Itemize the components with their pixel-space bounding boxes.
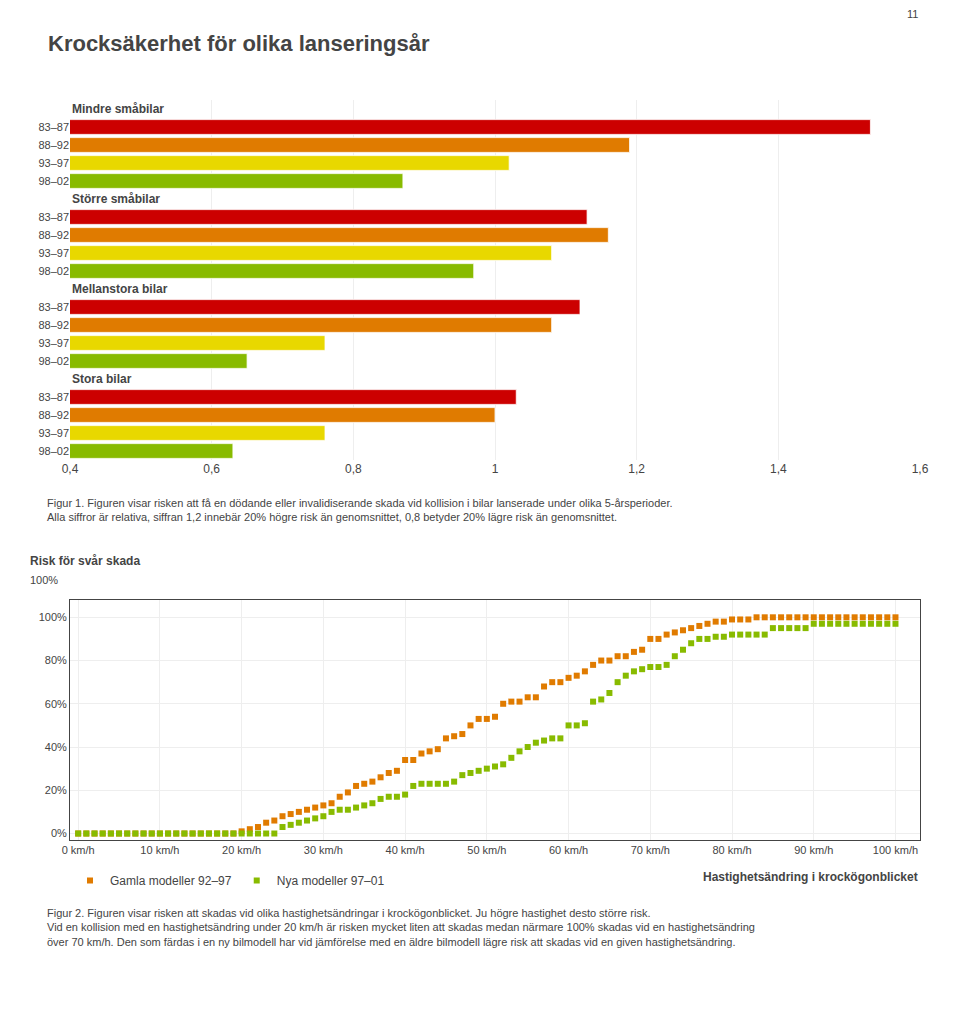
svg-text:20%: 20% [45,784,67,796]
svg-text:Figur 2. Figuren visar risken: Figur 2. Figuren visar risken att skadas… [47,907,755,948]
svg-text:88–92: 88–92 [38,139,69,151]
svg-text:88–92: 88–92 [38,319,69,331]
svg-text:93–97: 93–97 [38,157,69,169]
svg-text:1,4: 1,4 [770,462,787,476]
svg-text:Nya modeller 97–01: Nya modeller 97–01 [277,874,385,888]
svg-text:88–92: 88–92 [38,409,69,421]
svg-text:98–02: 98–02 [38,175,69,187]
svg-text:0%: 0% [51,827,67,839]
svg-text:Risk för svår skada: Risk för svår skada [30,554,140,568]
svg-text:0 km/h: 0 km/h [62,844,95,856]
svg-text:Större småbilar: Större småbilar [72,192,160,206]
svg-text:1: 1 [492,462,499,476]
svg-text:90 km/h: 90 km/h [794,844,833,856]
svg-text:100%: 100% [39,611,67,623]
svg-text:93–97: 93–97 [38,427,69,439]
svg-text:30 km/h: 30 km/h [304,844,343,856]
svg-text:40%: 40% [45,741,67,753]
svg-text:88–92: 88–92 [38,229,69,241]
svg-text:98–02: 98–02 [38,355,69,367]
svg-text:40 km/h: 40 km/h [386,844,425,856]
svg-text:93–97: 93–97 [38,337,69,349]
svg-text:60%: 60% [45,698,67,710]
svg-text:20 km/h: 20 km/h [222,844,261,856]
svg-text:0,8: 0,8 [345,462,362,476]
svg-text:100 km/h: 100 km/h [873,844,918,856]
svg-text:Mindre småbilar: Mindre småbilar [72,102,164,116]
svg-text:83–87: 83–87 [38,211,69,223]
svg-text:Krocksäkerhet för olika lanser: Krocksäkerhet för olika lanseringsår [48,31,430,56]
svg-text:83–87: 83–87 [38,391,69,403]
svg-text:Stora bilar: Stora bilar [72,372,132,386]
svg-text:1,2: 1,2 [628,462,645,476]
svg-text:98–02: 98–02 [38,445,69,457]
svg-text:100%: 100% [30,574,58,586]
svg-text:11: 11 [907,8,918,20]
svg-text:Mellanstora bilar: Mellanstora bilar [72,282,168,296]
svg-text:98–02: 98–02 [38,265,69,277]
svg-text:0,6: 0,6 [203,462,220,476]
svg-text:93–97: 93–97 [38,247,69,259]
svg-text:50 km/h: 50 km/h [467,844,506,856]
svg-text:Figur 1. Figuren visar risken: Figur 1. Figuren visar risken att få en … [47,497,673,523]
svg-text:80%: 80% [45,654,67,666]
svg-text:83–87: 83–87 [38,301,69,313]
svg-text:Gamla modeller 92–97: Gamla modeller 92–97 [110,874,232,888]
svg-text:10 km/h: 10 km/h [140,844,179,856]
svg-text:Hastighetsändring i krockögonb: Hastighetsändring i krockögonblicket [703,870,918,884]
svg-text:70 km/h: 70 km/h [631,844,670,856]
svg-text:60 km/h: 60 km/h [549,844,588,856]
svg-text:1,6: 1,6 [912,462,929,476]
svg-text:0,4: 0,4 [62,462,79,476]
svg-text:80 km/h: 80 km/h [712,844,751,856]
svg-text:83–87: 83–87 [38,121,69,133]
